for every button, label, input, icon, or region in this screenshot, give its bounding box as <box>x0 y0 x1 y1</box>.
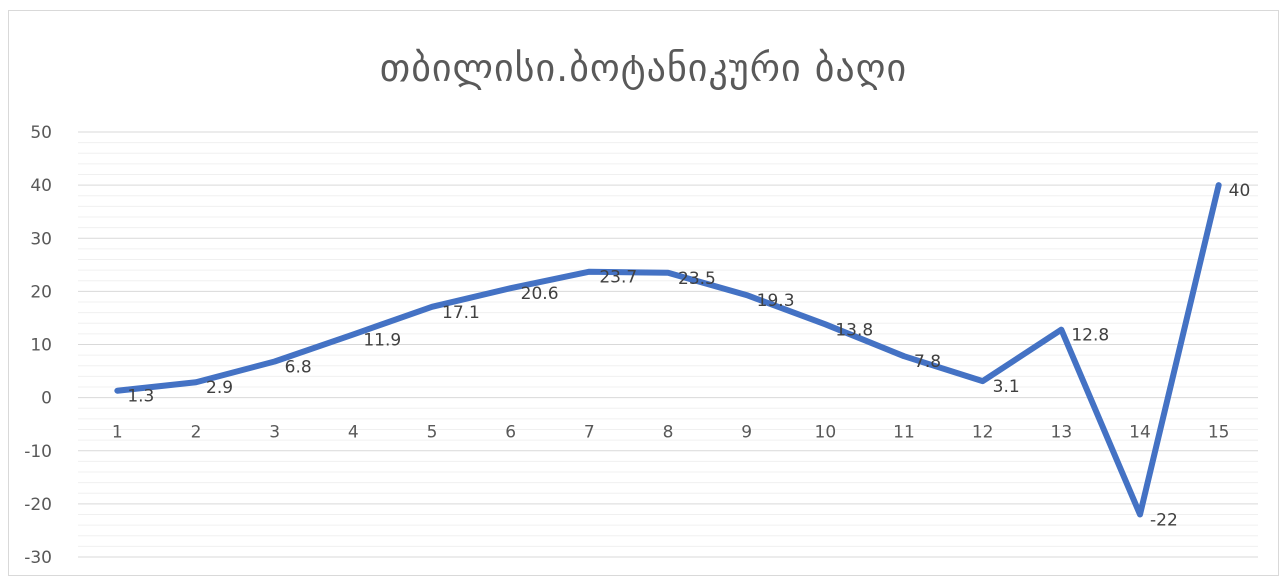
series-line-layer <box>114 182 1222 518</box>
y-tick-label: 40 <box>30 176 52 196</box>
data-point <box>1060 328 1063 331</box>
data-label: 11.9 <box>363 330 401 350</box>
data-point <box>273 360 276 363</box>
x-tick-label: 14 <box>1129 423 1151 443</box>
x-tick-label: 9 <box>741 423 752 443</box>
x-tick-label: 3 <box>269 423 280 443</box>
data-point <box>745 294 748 297</box>
y-tick-label: -10 <box>24 442 52 462</box>
data-label: 23.5 <box>678 269 716 289</box>
x-tick-label: 13 <box>1051 423 1073 443</box>
data-label: -22 <box>1150 511 1178 531</box>
data-point <box>667 271 669 274</box>
data-label: 13.8 <box>835 320 873 340</box>
data-label: 2.9 <box>206 378 233 398</box>
data-point <box>195 381 197 384</box>
data-label: 23.7 <box>599 268 637 288</box>
y-tick-label: 30 <box>30 229 52 249</box>
data-point <box>352 333 355 336</box>
data-label: 17.1 <box>442 303 480 323</box>
x-tick-label: 6 <box>505 423 516 443</box>
x-tick-label: 15 <box>1208 423 1230 443</box>
data-label: 40 <box>1229 181 1251 201</box>
data-label: 20.6 <box>521 284 559 304</box>
series-line <box>114 182 1222 518</box>
data-point <box>1139 513 1141 516</box>
data-point <box>981 380 984 383</box>
data-labels: 1.3 2.9 6.8 11.9 17.1 20.6 23.7 23.5 19.3 13.8 7.8… <box>127 181 1250 530</box>
chart-frame <box>8 10 1279 576</box>
x-tick-label: 10 <box>815 423 837 443</box>
x-tick-label: 12 <box>972 423 994 443</box>
x-tick-label: 7 <box>584 423 595 443</box>
x-tick-label: 8 <box>663 423 674 443</box>
gridlines <box>78 131 1258 558</box>
data-label: 19.3 <box>757 291 795 311</box>
data-label: 7.8 <box>914 352 941 372</box>
y-tick-label: 50 <box>30 123 52 143</box>
data-label: 12.8 <box>1071 326 1109 346</box>
data-label: 6.8 <box>285 358 312 378</box>
x-tick-label: 11 <box>893 423 915 443</box>
y-tick-label: 0 <box>41 389 52 409</box>
data-label: 1.3 <box>127 387 154 407</box>
data-label: 3.1 <box>993 377 1020 397</box>
x-axis-tick-labels: 1 2 3 4 5 6 7 8 9 10 11 12 13 14 15 <box>112 423 1230 443</box>
x-tick-label: 5 <box>427 423 438 443</box>
data-point <box>588 270 591 273</box>
data-point <box>431 305 433 308</box>
x-tick-label: 1 <box>112 423 123 443</box>
x-tick-label: 2 <box>191 423 202 443</box>
data-point <box>1217 184 1220 187</box>
data-point <box>903 355 905 358</box>
y-tick-label: 10 <box>30 336 52 356</box>
data-point <box>509 287 512 290</box>
chart-title: თბილისი.ბოტანიკური ბაღი <box>379 46 908 90</box>
y-tick-label: 20 <box>30 282 52 302</box>
x-tick-label: 4 <box>348 423 359 443</box>
data-point <box>824 323 827 326</box>
y-tick-label: -20 <box>24 495 52 515</box>
y-axis-tick-labels: -30 -20 -10 0 10 20 30 40 50 <box>24 123 52 568</box>
data-point <box>116 389 119 392</box>
y-tick-label: -30 <box>24 548 52 568</box>
